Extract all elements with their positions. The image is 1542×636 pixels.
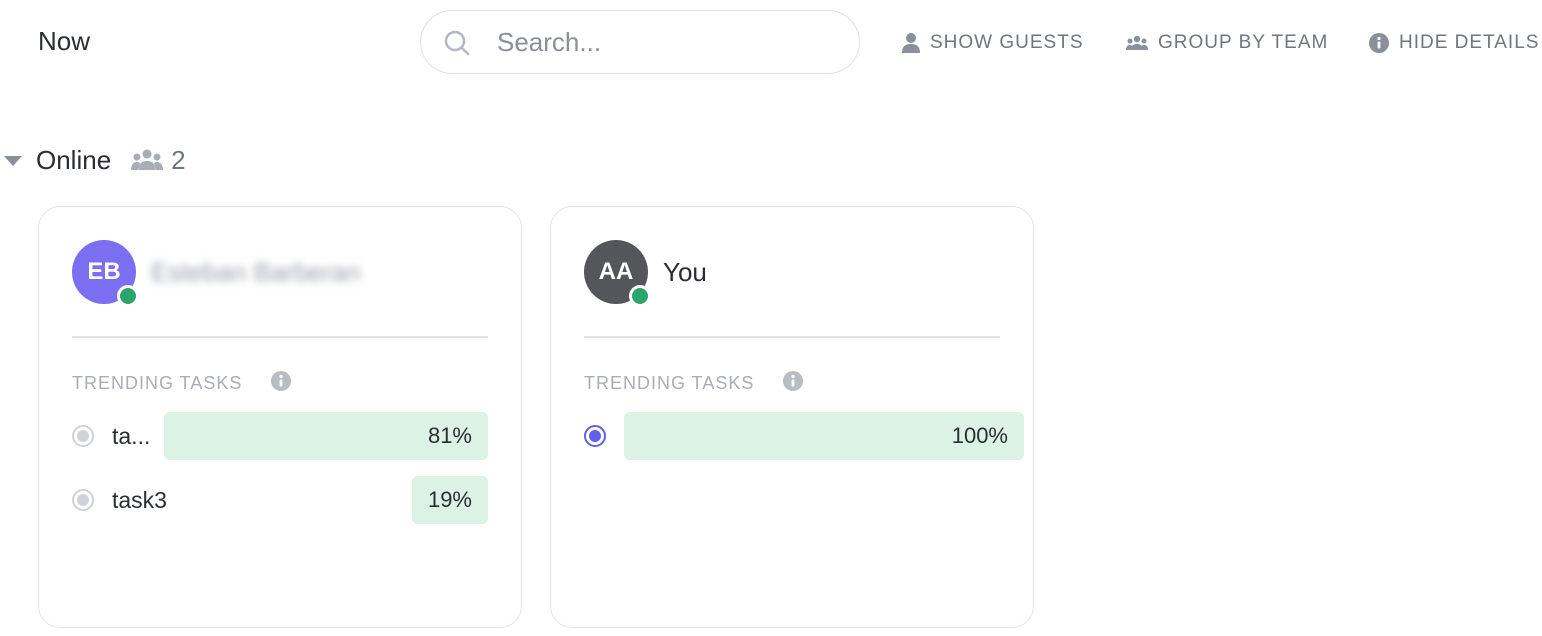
task-radio[interactable] <box>584 425 606 447</box>
person-icon <box>902 33 920 53</box>
show-guests-button[interactable]: SHOW GUESTS <box>902 28 1084 58</box>
online-status-dot <box>117 285 139 307</box>
online-section-header[interactable]: Online 2 <box>4 140 186 180</box>
task-name: ta... <box>112 423 151 449</box>
task-percent: 19% <box>427 487 472 512</box>
divider <box>72 336 488 338</box>
search-box[interactable] <box>420 10 860 74</box>
group-by-team-button[interactable]: GROUP BY TEAM <box>1126 28 1328 58</box>
trending-tasks-label: TRENDING TASKS <box>584 373 755 393</box>
user-card[interactable]: EB Esteban Barberan TRENDING TASKS ta...… <box>38 206 522 628</box>
hide-details-button[interactable]: HIDE DETAILS <box>1369 28 1539 58</box>
avatar-initials: EB <box>87 258 121 285</box>
user-card[interactable]: AA You TRENDING TASKS 100% <box>550 206 1034 628</box>
show-guests-label: SHOW GUESTS <box>930 32 1084 53</box>
hide-details-label: HIDE DETAILS <box>1399 32 1540 53</box>
info-icon[interactable] <box>783 371 803 391</box>
group-by-team-label: GROUP BY TEAM <box>1158 32 1329 53</box>
team-icon <box>1126 35 1148 50</box>
task-row[interactable]: ta... 81% <box>72 412 488 460</box>
collapse-caret-icon[interactable] <box>4 156 22 166</box>
user-name: Esteban Barberan <box>151 257 361 287</box>
trending-tasks-label: TRENDING TASKS <box>72 373 243 393</box>
user-name: You <box>663 257 707 287</box>
task-percent: 81% <box>427 423 472 448</box>
search-icon <box>444 30 470 56</box>
online-count: 2 <box>171 144 186 175</box>
task-name: task3 <box>112 487 167 513</box>
page-title: Now <box>38 26 91 56</box>
task-percent-bar <box>164 412 488 460</box>
search-input[interactable] <box>497 23 837 61</box>
section-label: Online <box>36 144 112 175</box>
people-icon <box>131 149 164 170</box>
task-percent-bar <box>624 412 1024 460</box>
task-radio[interactable] <box>72 489 94 511</box>
task-percent: 100% <box>951 423 1008 448</box>
task-row[interactable]: 100% <box>584 412 1024 460</box>
task-radio[interactable] <box>72 425 94 447</box>
task-row[interactable]: task3 19% <box>72 476 488 524</box>
info-icon <box>1369 33 1389 53</box>
task-percent-bar <box>412 476 488 524</box>
online-status-dot <box>629 285 651 307</box>
divider <box>584 336 1000 338</box>
info-icon[interactable] <box>271 371 291 391</box>
avatar-initials: AA <box>598 258 634 285</box>
